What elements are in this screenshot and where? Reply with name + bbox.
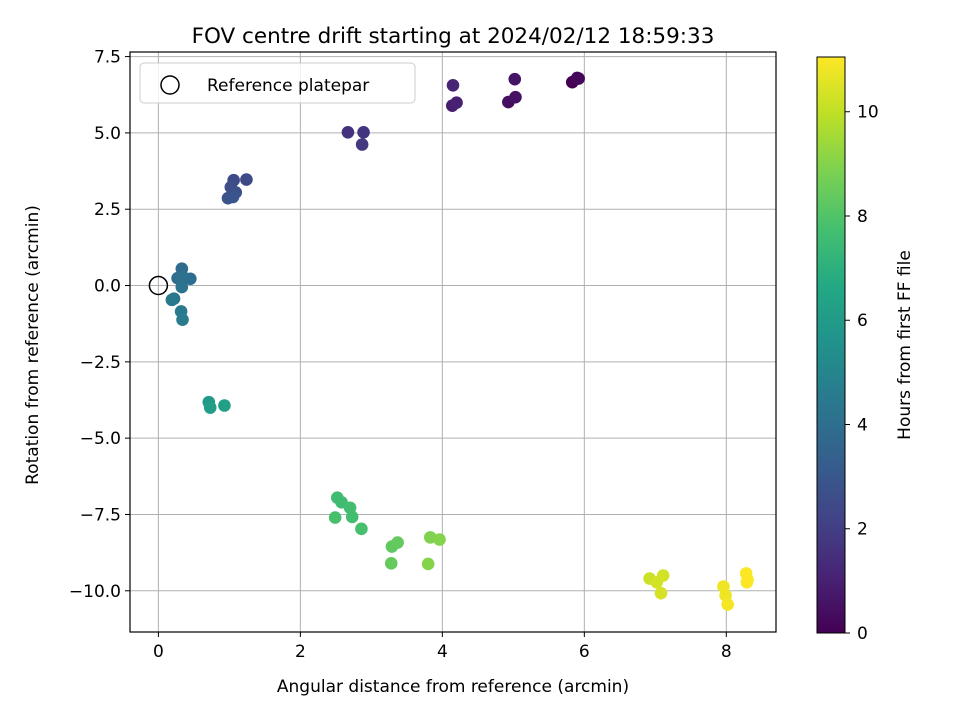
scatter-point (572, 72, 585, 85)
x-tick-label: 4 (437, 642, 448, 662)
colorbar-tick-label: 4 (857, 415, 868, 435)
scatter-point (446, 78, 460, 92)
colorbar-label: Hours from first FF file (895, 250, 915, 440)
x-tick-label: 8 (721, 642, 732, 662)
x-tick-label: 6 (579, 642, 590, 662)
x-axis-label: Angular distance from reference (arcmin) (277, 677, 629, 697)
reference-platepar-marker (148, 275, 169, 296)
scatter-point (176, 313, 189, 327)
legend-entry-reference-platepar: Reference platepar (207, 76, 369, 96)
y-tick-label: −10.0 (69, 582, 121, 602)
scatter-point (656, 569, 670, 582)
scatter-point (433, 533, 446, 546)
y-axis-label: Rotation from reference (arcmin) (23, 205, 43, 485)
x-axis-ticks: 0 2 4 6 8 (153, 632, 732, 662)
x-tick-label: 0 (153, 642, 164, 662)
legend: Reference platepar (139, 62, 416, 104)
y-tick-label: −2.5 (80, 353, 121, 373)
y-tick-label: 2.5 (94, 200, 121, 220)
colorbar-ticks: 0 2 4 6 8 10 (845, 103, 879, 644)
scatter-point (165, 293, 179, 307)
colorbar-tick-label: 8 (857, 207, 868, 227)
colorbar-tick-label: 2 (857, 520, 868, 540)
x-tick-label: 2 (295, 642, 306, 662)
y-tick-label: 0.0 (94, 277, 121, 297)
y-tick-label: 7.5 (94, 48, 121, 68)
scatter-point (450, 96, 463, 109)
legend-box (139, 62, 416, 104)
y-axis-ticks: 7.5 5.0 2.5 0.0 −2.5 −5.0 −7.5 −10.0 (69, 48, 130, 602)
scatter-point (391, 536, 404, 549)
colorbar-tick-label: 0 (857, 624, 868, 644)
y-tick-label: −7.5 (80, 505, 121, 525)
y-tick-label: −5.0 (80, 429, 121, 449)
scatter-point (355, 522, 368, 536)
y-tick-label: 5.0 (94, 124, 121, 144)
scatter-point (509, 90, 522, 104)
scatter-point (341, 125, 355, 139)
colorbar-tick-label: 6 (857, 311, 868, 331)
scatter-point (654, 586, 668, 600)
plot-area-frame (129, 51, 777, 633)
scatter-point (176, 270, 189, 283)
scatter-point (328, 511, 342, 524)
grid-lines (130, 52, 776, 632)
colorbar (816, 56, 846, 634)
scatter-point (357, 125, 370, 139)
scatter-point (240, 173, 253, 186)
chart-title: FOV centre drift starting at 2024/02/12 … (192, 24, 715, 49)
colorbar-tick-label: 10 (857, 103, 879, 123)
legend-marker-icon (160, 75, 180, 95)
scatter-point (421, 557, 435, 571)
scatter-point (226, 190, 240, 204)
data-points (165, 71, 754, 611)
scatter-point (218, 399, 231, 412)
scatter-point (721, 598, 735, 611)
scatter-point (355, 138, 369, 151)
scatter-point (203, 401, 217, 414)
scatter-point (740, 575, 754, 589)
scatter-point (508, 72, 522, 86)
scatter-point (384, 557, 398, 570)
scatter-point (175, 280, 189, 294)
scatter-point (345, 510, 359, 524)
